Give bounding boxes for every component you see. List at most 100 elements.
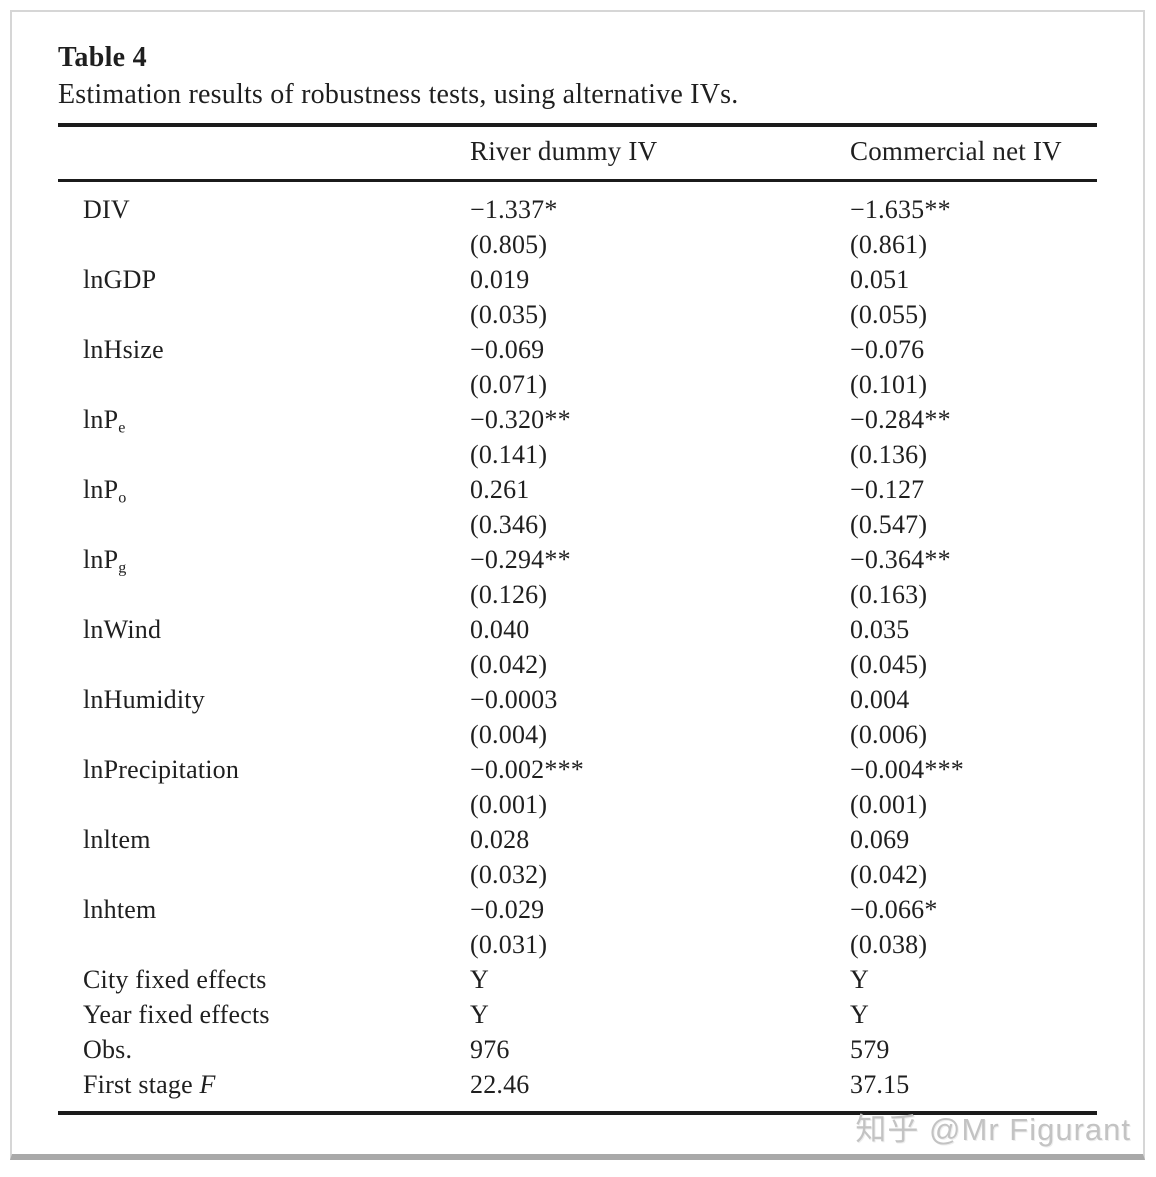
summary-label-cell: Obs.: [58, 1032, 470, 1067]
stderr-commercial-net: (0.038): [850, 930, 928, 959]
column-header-river-dummy-iv: River dummy IV: [470, 125, 850, 182]
header-row: River dummy IV Commercial net IV: [58, 125, 1097, 182]
table-4-section: Table 4 Estimation results of robustness…: [12, 12, 1143, 1115]
coefficient-commercial-net: −0.004***: [850, 755, 964, 784]
summary-row: Year fixed effects Y Y: [58, 997, 1097, 1032]
coefficient-row: lnHumidity −0.0003 0.004: [58, 682, 1097, 717]
stderr-commercial-net: (0.163): [850, 580, 928, 609]
variable-label-cell: lnPrecipitation: [58, 752, 470, 787]
summary-value-river-dummy: Y: [470, 1000, 489, 1029]
empty-header-cell: [58, 125, 470, 182]
variable-name: lnP: [83, 545, 119, 574]
empty-cell: [58, 577, 470, 612]
coefficient-river-dummy: 0.261: [470, 475, 530, 504]
coefficient-row: lnPe −0.320** −0.284**: [58, 402, 1097, 437]
variable-name: lnltem: [83, 825, 151, 854]
coefficient-row: lnPg −0.294** −0.364**: [58, 542, 1097, 577]
stderr-row: (0.032) (0.042): [58, 857, 1097, 892]
variable-name: lnHsize: [83, 335, 164, 364]
stderr-row: (0.031) (0.038): [58, 927, 1097, 962]
variable-label-cell: lnPe: [58, 402, 470, 437]
coefficient-row: lnGDP 0.019 0.051: [58, 262, 1097, 297]
stderr-river-dummy: (0.004): [470, 720, 548, 749]
summary-label: Year fixed effects: [83, 1000, 270, 1029]
summary-value-commercial-net: 579: [850, 1035, 890, 1064]
stderr-river-dummy: (0.346): [470, 510, 548, 539]
empty-cell: [58, 437, 470, 472]
variable-label-cell: lnPo: [58, 472, 470, 507]
summary-label-cell: First stage F: [58, 1067, 470, 1113]
summary-label-cell: City fixed effects: [58, 962, 470, 997]
variable-subscript: g: [118, 559, 127, 577]
coefficient-commercial-net: −0.364**: [850, 545, 951, 574]
variable-name: lnP: [83, 405, 119, 434]
summary-value-river-dummy: 22.46: [470, 1070, 530, 1099]
summary-value-river-dummy: Y: [470, 965, 489, 994]
empty-cell: [58, 227, 470, 262]
coefficient-row: lnhtem −0.029 −0.066*: [58, 892, 1097, 927]
coefficient-river-dummy: 0.028: [470, 825, 530, 854]
results-table: River dummy IV Commercial net IV DIV −1.3…: [58, 123, 1097, 1115]
variable-name: DIV: [83, 195, 130, 224]
stderr-commercial-net: (0.861): [850, 230, 928, 259]
coefficient-row: lnPo 0.261 −0.127: [58, 472, 1097, 507]
variable-subscript: e: [118, 419, 126, 437]
empty-cell: [58, 647, 470, 682]
results-table-header: River dummy IV Commercial net IV: [58, 125, 1097, 182]
variable-label-cell: lnhtem: [58, 892, 470, 927]
stderr-row: (0.001) (0.001): [58, 787, 1097, 822]
coefficient-commercial-net: −0.076: [850, 335, 925, 364]
coefficient-river-dummy: −1.337*: [470, 195, 558, 224]
stderr-river-dummy: (0.042): [470, 650, 548, 679]
coefficient-row: lnWind 0.040 0.035: [58, 612, 1097, 647]
coefficient-commercial-net: −0.284**: [850, 405, 951, 434]
coefficient-row: DIV −1.337* −1.635**: [58, 181, 1097, 228]
zhihu-watermark: 知乎 @Mr Figurant: [855, 1112, 1131, 1147]
variable-label-cell: lnGDP: [58, 262, 470, 297]
stderr-row: (0.042) (0.045): [58, 647, 1097, 682]
variable-label-cell: lnWind: [58, 612, 470, 647]
stderr-river-dummy: (0.805): [470, 230, 548, 259]
table-title: Table 4: [58, 42, 147, 73]
stderr-row: (0.805) (0.861): [58, 227, 1097, 262]
stderr-river-dummy: (0.031): [470, 930, 548, 959]
summary-label: City fixed effects: [83, 965, 267, 994]
coefficient-river-dummy: −0.320**: [470, 405, 571, 434]
summary-label-italic: F: [199, 1070, 216, 1099]
empty-cell: [58, 367, 470, 402]
stderr-commercial-net: (0.006): [850, 720, 928, 749]
variable-label-cell: lnPg: [58, 542, 470, 577]
empty-cell: [58, 787, 470, 822]
stderr-commercial-net: (0.136): [850, 440, 928, 469]
coefficient-commercial-net: 0.069: [850, 825, 910, 854]
coefficient-river-dummy: 0.040: [470, 615, 530, 644]
stderr-row: (0.141) (0.136): [58, 437, 1097, 472]
stderr-river-dummy: (0.001): [470, 790, 548, 819]
coefficient-row: lnHsize −0.069 −0.076: [58, 332, 1097, 367]
stderr-row: (0.004) (0.006): [58, 717, 1097, 752]
stderr-commercial-net: (0.045): [850, 650, 928, 679]
stderr-row: (0.071) (0.101): [58, 367, 1097, 402]
empty-cell: [58, 507, 470, 542]
summary-label: First stage: [83, 1070, 200, 1099]
empty-cell: [58, 297, 470, 332]
coefficient-commercial-net: 0.035: [850, 615, 910, 644]
variable-name: lnGDP: [83, 265, 157, 294]
stderr-river-dummy: (0.126): [470, 580, 548, 609]
coefficient-river-dummy: −0.0003: [470, 685, 558, 714]
empty-cell: [58, 717, 470, 752]
coefficient-river-dummy: −0.002***: [470, 755, 584, 784]
coefficient-commercial-net: −0.066*: [850, 895, 938, 924]
coefficient-commercial-net: −1.635**: [850, 195, 951, 224]
stderr-row: (0.035) (0.055): [58, 297, 1097, 332]
variable-label-cell: DIV: [58, 181, 470, 228]
summary-row: Obs. 976 579: [58, 1032, 1097, 1067]
variable-subscript: o: [118, 489, 127, 507]
coefficient-commercial-net: 0.004: [850, 685, 910, 714]
summary-label: Obs.: [83, 1035, 133, 1064]
stderr-row: (0.126) (0.163): [58, 577, 1097, 612]
coefficient-commercial-net: 0.051: [850, 265, 910, 294]
stderr-river-dummy: (0.032): [470, 860, 548, 889]
column-header-commercial-net-iv: Commercial net IV: [850, 125, 1097, 182]
coefficient-river-dummy: 0.019: [470, 265, 530, 294]
